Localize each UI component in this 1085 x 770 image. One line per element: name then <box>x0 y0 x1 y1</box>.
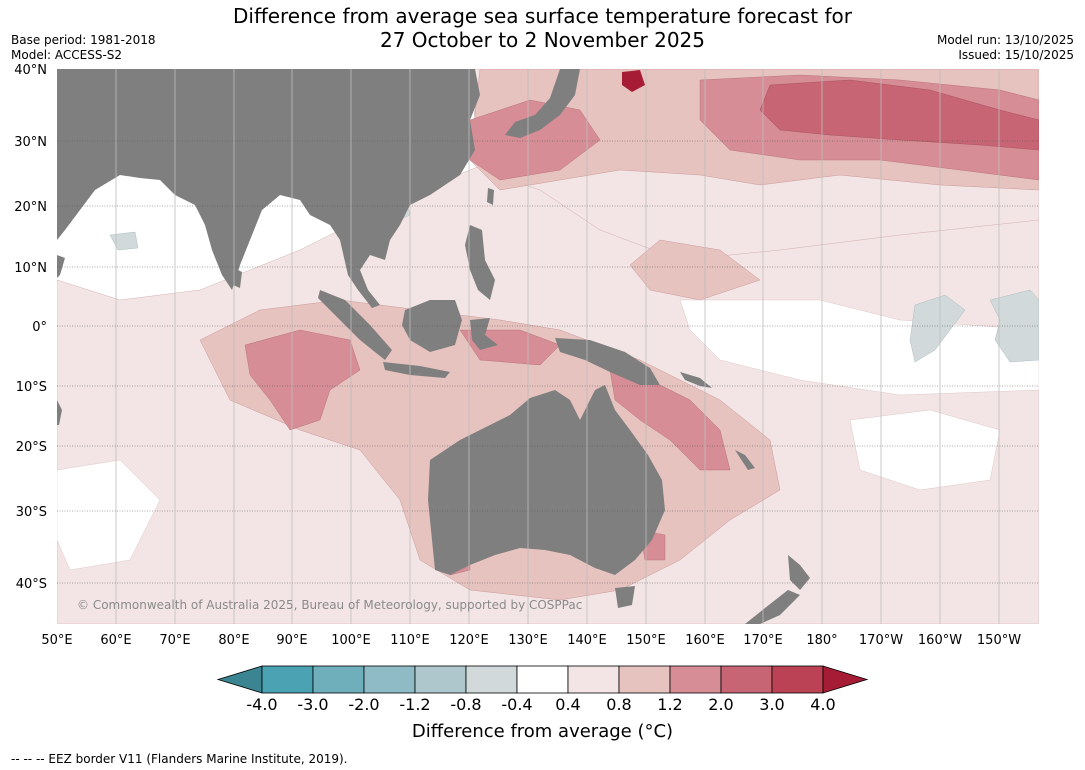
colorbar-tick-label: 2.0 <box>708 695 733 714</box>
lon-label: 180° <box>806 633 837 648</box>
colorbar-tick-label: 1.2 <box>657 695 682 714</box>
lon-label: 110°E <box>390 633 430 648</box>
lon-label: 140°E <box>567 633 607 648</box>
colorbar-segment <box>669 665 722 694</box>
meta-left: Base period: 1981-2018 Model: ACCESS-S2 <box>11 33 156 63</box>
land-asia <box>57 69 480 290</box>
lat-label: 30°S <box>16 505 47 520</box>
meridians <box>115 69 1000 624</box>
colorbar: -4.0 -3.0 -2.0 -1.2 -0.8 -0.4 0.4 0.8 1.2 2.0 3.0 4… <box>216 665 869 714</box>
lon-label: 160°W <box>918 633 962 648</box>
land-masses <box>57 69 810 624</box>
land-solomon-islands <box>680 372 712 388</box>
eez-footnote: -- -- -- EEZ border V11 (Flanders Marine… <box>11 752 348 766</box>
land-new-zealand-south <box>745 590 800 624</box>
lat-label: 20°S <box>16 440 47 455</box>
lat-labels: 40°N 30°N 20°N 10°N 0° 10°S 20°S 30°S 40… <box>14 63 47 592</box>
lon-label: 130°E <box>508 633 548 648</box>
title-line-1: Difference from average sea surface temp… <box>232 4 852 28</box>
model-name: Model: ACCESS-S2 <box>11 48 123 62</box>
land-sri-lanka <box>233 268 242 288</box>
anomaly-region-rose <box>469 99 601 181</box>
lon-label: 160°E <box>685 633 725 648</box>
lon-label: 80°E <box>218 633 249 648</box>
lon-label: 120°E <box>449 633 489 648</box>
lon-label: 170°E <box>743 633 783 648</box>
anomaly-region-dark-rose <box>759 79 1039 151</box>
colorbar-extend-low <box>216 665 263 694</box>
colorbar-tick-label: 0.8 <box>606 695 631 714</box>
land-japan <box>505 69 580 138</box>
colorbar-segment <box>414 665 467 694</box>
lon-label: 90°E <box>276 633 307 648</box>
lat-label: 0° <box>32 320 47 335</box>
colorbar-segment <box>312 665 365 694</box>
lat-label: 10°S <box>16 380 47 395</box>
map-area: © Commonwealth of Australia 2025, Bureau… <box>57 69 1039 624</box>
meta-right: Model run: 13/10/2025 Issued: 15/10/2025 <box>937 33 1074 63</box>
colorbar-segment <box>465 665 518 694</box>
colorbar-tick-label: 0.4 <box>555 695 580 714</box>
lat-label: 20°N <box>14 200 47 215</box>
land-tasmania <box>615 586 635 608</box>
lon-label: 100°E <box>331 633 371 648</box>
chart-title: Difference from average sea surface temp… <box>0 4 1085 52</box>
colorbar-tick-label: -4.0 <box>246 695 277 714</box>
land-java <box>383 362 450 378</box>
land-new-caledonia <box>735 450 755 470</box>
colorbar-tick-label: -0.4 <box>501 695 532 714</box>
lat-label: 40°S <box>16 577 47 592</box>
lat-label: 10°N <box>14 261 47 276</box>
cool-anomaly-patch <box>909 294 966 363</box>
land-malay-peninsula <box>345 262 380 308</box>
lon-labels: 50°E 60°E 70°E 80°E 90°E 100°E 110°E 120… <box>41 633 1021 648</box>
lat-label: 40°N <box>14 63 47 78</box>
land-philippines <box>465 225 495 300</box>
land-arabia <box>57 255 65 278</box>
land-taiwan <box>487 188 494 205</box>
colorbar-segment <box>618 665 671 694</box>
colorbar-tick-label: -2.0 <box>348 695 379 714</box>
land-sumatra <box>318 290 392 360</box>
lon-label: 170°W <box>859 633 903 648</box>
colorbar-tick-label: 3.0 <box>759 695 784 714</box>
colorbar-tick-label: 4.0 <box>810 695 835 714</box>
colorbar-segment <box>516 665 569 694</box>
anomaly-hotspot <box>622 70 645 92</box>
land-madagascar <box>57 400 62 425</box>
near-normal-patch <box>849 409 1001 491</box>
title-line-2: 27 October to 2 November 2025 <box>379 28 706 52</box>
lat-label: 30°N <box>14 135 47 150</box>
colorbar-tick-label: -1.2 <box>399 695 430 714</box>
anomaly-region-rose <box>244 329 361 431</box>
colorbar-segment <box>363 665 416 694</box>
colorbar-tick-label: -0.8 <box>450 695 481 714</box>
colorbar-tick-label: -3.0 <box>297 695 328 714</box>
graticule <box>57 140 1039 584</box>
lon-label: 150°E <box>626 633 666 648</box>
land-new-guinea <box>555 338 660 385</box>
base-period: Base period: 1981-2018 <box>11 33 156 47</box>
model-run: Model run: 13/10/2025 <box>936 33 1074 47</box>
cool-anomaly-patch <box>109 231 139 251</box>
lon-label: 50°E <box>41 633 72 648</box>
anomaly-region-rose <box>609 369 731 471</box>
colorbar-label: Difference from average (°C) <box>411 721 674 742</box>
colorbar-extend-high <box>822 665 869 694</box>
colorbar-segment <box>261 665 314 694</box>
lon-label: 70°E <box>159 633 190 648</box>
colorbar-segment <box>771 665 824 694</box>
lon-label: 150°W <box>977 633 1021 648</box>
land-new-zealand-north <box>788 555 810 590</box>
lon-label: 60°E <box>100 633 131 648</box>
near-normal-patch <box>57 459 161 571</box>
colorbar-segment <box>720 665 773 694</box>
land-australia <box>428 385 665 575</box>
colorbar-segment <box>567 665 620 694</box>
issued-date: Issued: 15/10/2025 <box>958 48 1074 62</box>
copyright-notice: © Commonwealth of Australia 2025, Bureau… <box>77 598 582 612</box>
